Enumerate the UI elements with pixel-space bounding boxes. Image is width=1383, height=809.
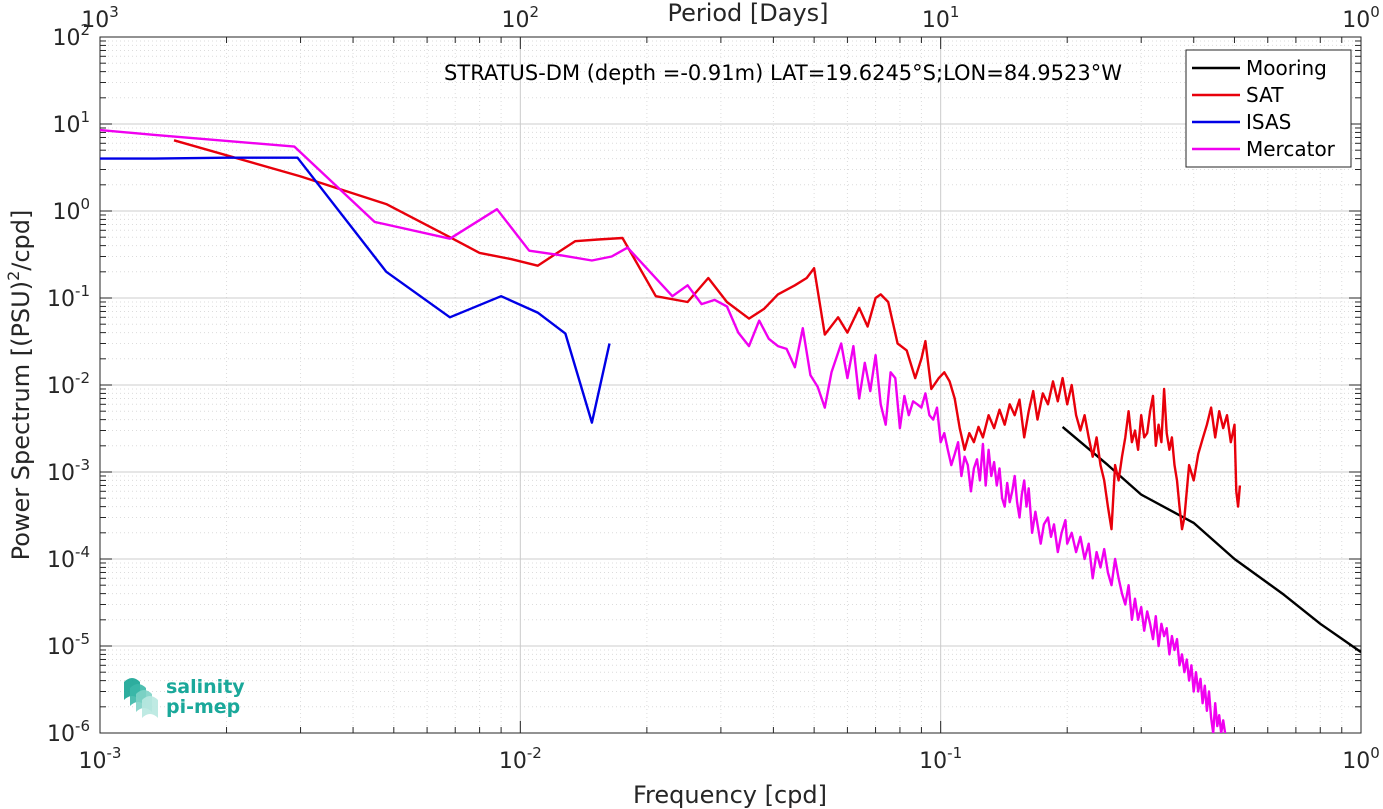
x-top-tick-label-exp: 2: [530, 3, 540, 21]
series-mercator-line: [100, 128, 1227, 733]
x-tick-label: 10-3: [79, 744, 122, 774]
y-tick-label: 10-3: [47, 456, 90, 486]
y-tick-label-exp: 2: [80, 21, 90, 39]
y-tick-label-exp: -2: [75, 369, 90, 387]
x-top-tick-label-base: 10: [502, 8, 530, 33]
y-tick-label: 10-1: [47, 282, 90, 312]
y-tick-label: 10-2: [47, 369, 90, 399]
y-axis-label-exponent: 2: [4, 271, 23, 281]
series-sat-line: [173, 139, 1242, 531]
logo-wave-shape: [142, 696, 158, 718]
y-tick-label-base: 10: [47, 635, 75, 660]
y-axis-label: Power Spectrum [(PSU)2/cpd]: [4, 210, 35, 561]
x-top-tick-label: 101: [922, 3, 960, 33]
series-lines: [100, 128, 1361, 733]
y-tick-label-exp: -1: [75, 282, 90, 300]
x-tick-label-exp: -2: [527, 744, 542, 762]
y-tick-label: 10-6: [47, 717, 90, 747]
y-axis-label-main: Power Spectrum [(PSU): [7, 281, 35, 560]
x-top-tick-label: 102: [502, 3, 540, 33]
x-tick-label-base: 10: [1342, 749, 1370, 774]
y-tick-label-base: 10: [52, 26, 80, 51]
legend-items: Mooring SAT ISAS Mercator: [1192, 56, 1336, 161]
x-tick-label-exp: -1: [947, 744, 962, 762]
x-top-tick-labels: 103 102 101 100: [81, 3, 1380, 33]
legend-label-sat: SAT: [1246, 83, 1284, 107]
legend-label-isas: ISAS: [1246, 110, 1291, 134]
legend-label-mooring: Mooring: [1246, 56, 1327, 80]
y-tick-label-base: 10: [47, 548, 75, 573]
legend-label-mercator: Mercator: [1246, 137, 1336, 161]
salinity-pi-mep-logo: salinity pi-mep: [124, 676, 245, 718]
legend-box: [1185, 49, 1352, 168]
y-tick-label: 101: [52, 108, 90, 138]
x-top-tick-label: 103: [81, 3, 119, 33]
axis-ticks: [99, 36, 1362, 734]
x-tick-label-exp: -3: [107, 744, 122, 762]
y-tick-label-base: 10: [47, 461, 75, 486]
y-tick-label-exp: 1: [80, 108, 90, 126]
x-tick-label-exp: 0: [1370, 744, 1380, 762]
x-top-tick-label-base: 10: [1342, 8, 1370, 33]
y-tick-label-base: 10: [47, 722, 75, 747]
x-tick-label: 100: [1342, 744, 1380, 774]
series-mooring-line: [1061, 425, 1361, 654]
series-isas-line: [100, 156, 611, 424]
x-top-tick-label-base: 10: [922, 8, 950, 33]
major-grid: [99, 36, 1362, 734]
x-tick-label-base: 10: [919, 749, 947, 774]
x-top-tick-label-base: 10: [81, 8, 109, 33]
y-tick-label: 10-5: [47, 630, 90, 660]
x-tick-label: 10-1: [919, 744, 962, 774]
x-tick-labels: 10-3 10-2 10-1 100: [79, 744, 1380, 774]
y-axis-label-unit: /cpd]: [7, 210, 35, 271]
x-top-axis-label: Period [Days]: [667, 0, 828, 27]
logo-text-line2: pi-mep: [166, 696, 240, 718]
y-tick-label-exp: -5: [75, 630, 90, 648]
y-tick-label-exp: -6: [75, 717, 90, 735]
logo-text-line1: salinity: [166, 676, 245, 698]
x-top-tick-label-exp: 0: [1370, 3, 1380, 21]
x-top-tick-label-exp: 3: [109, 3, 119, 21]
y-tick-label-exp: -4: [75, 543, 90, 561]
y-tick-label-exp: -3: [75, 456, 90, 474]
y-tick-label-base: 10: [47, 374, 75, 399]
x-top-tick-label: 100: [1342, 3, 1380, 33]
logo-wave-icon: [124, 678, 158, 718]
x-axis-label: Frequency [cpd]: [633, 781, 827, 809]
x-tick-label-base: 10: [499, 749, 527, 774]
y-tick-label-exp: 0: [80, 195, 90, 213]
x-top-tick-label-exp: 1: [950, 3, 960, 21]
x-tick-label: 10-2: [499, 744, 542, 774]
y-tick-label-base: 10: [52, 113, 80, 138]
y-tick-label: 100: [52, 195, 90, 225]
y-tick-label: 102: [52, 21, 90, 51]
chart-title: STRATUS-DM (depth =-0.91m) LAT=19.6245°S…: [444, 61, 1122, 85]
legend: Mooring SAT ISAS Mercator: [1185, 49, 1352, 168]
y-tick-label-base: 10: [47, 287, 75, 312]
x-tick-label-base: 10: [79, 749, 107, 774]
y-tick-label: 10-4: [47, 543, 90, 573]
y-tick-label-base: 10: [52, 200, 80, 225]
